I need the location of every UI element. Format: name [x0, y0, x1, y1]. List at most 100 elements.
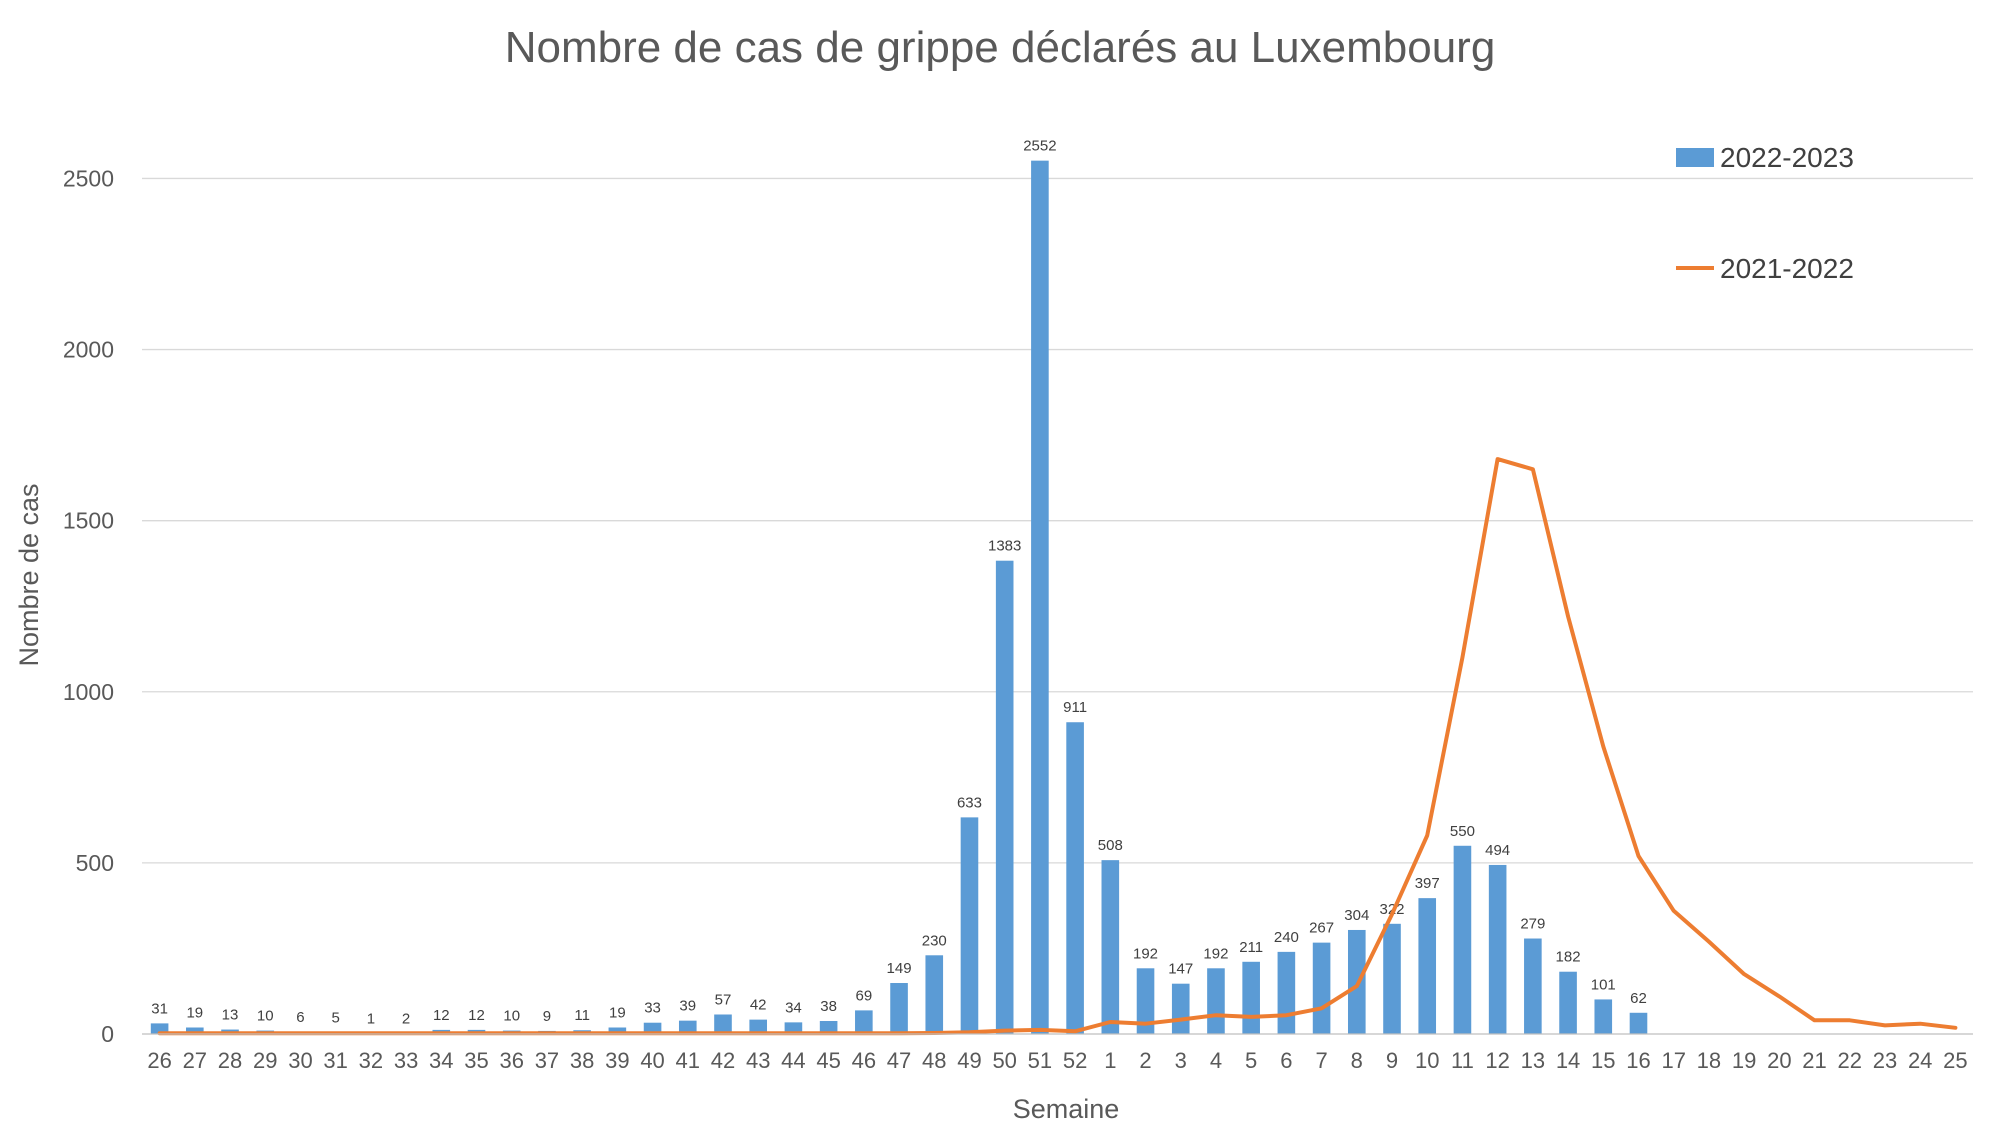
bar	[1136, 968, 1155, 1034]
y-tick-label: 500	[76, 850, 114, 876]
bar	[186, 1027, 204, 1034]
y-tick-label: 1500	[63, 508, 114, 534]
x-tick-label: 44	[781, 1048, 805, 1073]
x-tick-label: 30	[288, 1048, 312, 1073]
bar-data-label: 279	[1520, 916, 1545, 933]
x-tick-label: 14	[1556, 1048, 1580, 1073]
bar-data-label: 397	[1415, 875, 1440, 892]
y-tick-label: 2500	[63, 165, 114, 191]
bar-data-label: 9	[543, 1008, 551, 1025]
x-tick-label: 24	[1908, 1048, 1932, 1073]
bar	[1524, 938, 1542, 1034]
bar-data-label: 62	[1630, 990, 1647, 1007]
bar	[1488, 864, 1507, 1034]
bar-data-label: 13	[222, 1007, 239, 1024]
legend-swatch-bar	[1676, 148, 1714, 167]
line-series	[157, 457, 1958, 1036]
bar-data-label: 1383	[988, 538, 1021, 555]
bar-series	[150, 160, 1648, 1034]
bar	[1277, 951, 1296, 1034]
x-tick-label: 47	[887, 1048, 911, 1073]
x-tick-label: 5	[1245, 1048, 1257, 1073]
x-tick-label: 34	[429, 1048, 453, 1073]
x-tick-label: 20	[1767, 1048, 1791, 1073]
bar	[1101, 860, 1120, 1034]
bar	[855, 1010, 873, 1034]
bar	[1171, 983, 1190, 1034]
bar-data-label: 39	[679, 998, 696, 1015]
bar	[784, 1022, 803, 1034]
bar-data-label: 69	[855, 987, 872, 1004]
x-tick-label: 51	[1028, 1048, 1052, 1073]
bar	[925, 955, 944, 1034]
x-tick-label: 52	[1063, 1048, 1087, 1073]
bar-data-label: 304	[1344, 907, 1369, 924]
bar-data-label: 11	[574, 1007, 590, 1024]
bar-data-label: 633	[957, 794, 982, 811]
bar-data-label: 5	[331, 1009, 339, 1026]
y-axis: 0 500 1000 1500 2000 2500	[63, 165, 114, 1047]
y-axis-label: Nombre de cas	[14, 483, 44, 666]
bar	[995, 560, 1014, 1034]
bar-data-label: 550	[1450, 823, 1475, 840]
x-tick-label: 6	[1280, 1048, 1292, 1073]
x-tick-label: 22	[1838, 1048, 1862, 1073]
bar	[1066, 722, 1084, 1034]
bar-data-label: 1	[367, 1011, 375, 1028]
bar-data-label: 192	[1203, 945, 1228, 962]
x-tick-label: 11	[1451, 1048, 1474, 1073]
x-axis-label: Semaine	[1013, 1094, 1120, 1124]
bar	[1242, 961, 1260, 1034]
x-tick-label: 25	[1943, 1048, 1967, 1073]
y-tick-label: 1000	[63, 679, 114, 705]
bar	[1031, 160, 1049, 1034]
bar	[1207, 968, 1225, 1034]
bar-data-label: 42	[750, 997, 767, 1014]
x-tick-label: 49	[957, 1048, 981, 1073]
x-tick-label: 16	[1626, 1048, 1650, 1073]
legend-label: 2022-2023	[1720, 142, 1854, 173]
bar-data-label: 10	[503, 1008, 520, 1025]
legend-label: 2021-2022	[1720, 253, 1854, 284]
x-tick-label: 28	[218, 1048, 242, 1073]
bar	[1559, 971, 1577, 1034]
chart-title: Nombre de cas de grippe déclarés au Luxe…	[505, 23, 1496, 72]
x-tick-label: 4	[1210, 1048, 1222, 1073]
x-tick-label: 21	[1802, 1048, 1826, 1073]
x-tick-label: 32	[359, 1048, 383, 1073]
bar-data-label: 149	[887, 960, 912, 977]
x-tick-label: 39	[605, 1048, 629, 1073]
bar-data-label: 2	[402, 1010, 410, 1027]
bar-data-labels: 31 19 13 10 6 5 1 2 12 12 10 9 11 19 33 39 57 42 34 3869149…	[151, 138, 1647, 1028]
bar-data-label: 19	[609, 1004, 626, 1021]
x-tick-label: 9	[1386, 1048, 1398, 1073]
x-tick-label: 41	[676, 1048, 700, 1073]
x-tick-label: 50	[992, 1048, 1016, 1073]
bar	[1629, 1012, 1648, 1034]
x-tick-label: 8	[1351, 1048, 1363, 1073]
y-tick-label: 0	[101, 1021, 114, 1047]
bar-data-label: 147	[1168, 961, 1193, 978]
x-tick-label: 26	[147, 1048, 171, 1073]
bar-data-label: 182	[1556, 949, 1581, 966]
x-tick-label: 23	[1873, 1048, 1897, 1073]
x-tick-label: 27	[183, 1048, 207, 1073]
bar-data-label: 494	[1485, 842, 1510, 859]
x-tick-label: 19	[1732, 1048, 1756, 1073]
bar-data-label: 33	[644, 1000, 661, 1017]
bar	[890, 983, 908, 1034]
x-tick-label: 13	[1521, 1048, 1545, 1073]
bar-data-label: 57	[715, 991, 732, 1008]
x-tick-label: 45	[816, 1048, 840, 1073]
x-tick-label: 15	[1591, 1048, 1615, 1073]
x-tick-label: 2	[1139, 1048, 1151, 1073]
x-tick-label: 3	[1175, 1048, 1187, 1073]
x-tick-label: 29	[253, 1048, 277, 1073]
x-tick-label: 1	[1104, 1048, 1116, 1073]
x-tick-label: 10	[1415, 1048, 1439, 1073]
bar-data-label: 34	[785, 999, 802, 1016]
bar	[1312, 942, 1331, 1034]
bar-data-label: 911	[1063, 699, 1087, 716]
x-tick-label: 17	[1661, 1048, 1685, 1073]
series-line	[157, 457, 1958, 1036]
